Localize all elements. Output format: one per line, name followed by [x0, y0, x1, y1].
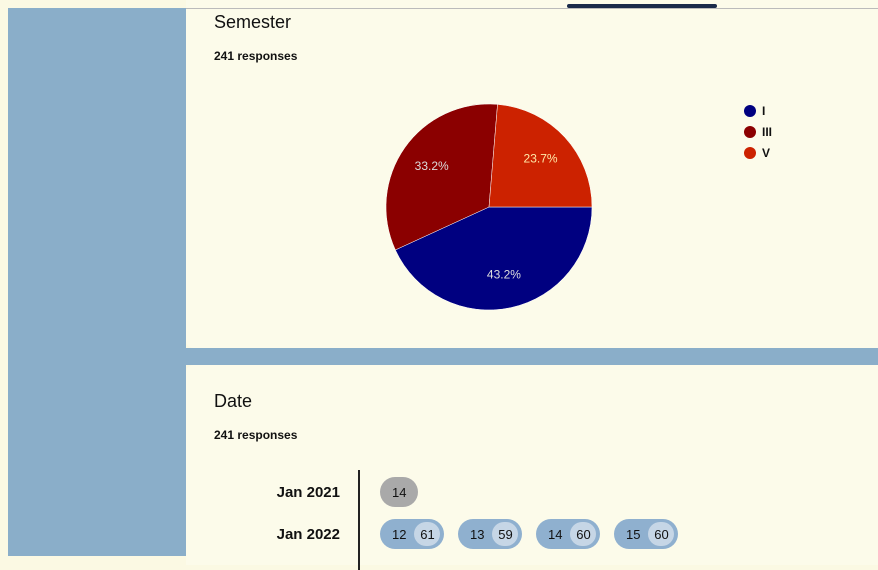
legend-swatch [744, 126, 756, 138]
chip-day: 14 [548, 527, 562, 542]
legend-label: I [762, 104, 765, 118]
response-count: 241 responses [214, 428, 297, 442]
row-label: Jan 2021 [186, 484, 340, 501]
slice-label: 43.2% [487, 268, 521, 282]
date-card: Date 241 responses Jan 2021 14 Jan 2022 12 6… [186, 365, 878, 565]
date-chip[interactable]: 12 61 [380, 519, 444, 549]
slice-label: 33.2% [415, 159, 449, 173]
date-chip[interactable]: 13 59 [458, 519, 522, 549]
date-chip[interactable]: 14 [380, 477, 418, 507]
chip-day: 14 [392, 485, 406, 500]
row-label: Jan 2022 [186, 526, 340, 543]
legend-swatch [744, 105, 756, 117]
legend-swatch [744, 147, 756, 159]
legend-label: V [762, 146, 770, 160]
slice-label: 23.7% [524, 152, 558, 166]
card-gap [186, 348, 878, 365]
chip-day: 12 [392, 527, 406, 542]
legend-label: III [762, 125, 772, 139]
chip-count: 60 [648, 522, 674, 546]
divider [358, 470, 360, 570]
chip-count: 60 [570, 522, 596, 546]
chip-day: 15 [626, 527, 640, 542]
chip-day: 13 [470, 527, 484, 542]
question-title: Date [214, 391, 252, 412]
date-chip[interactable]: 14 60 [536, 519, 600, 549]
chip-count: 59 [492, 522, 518, 546]
chip-count: 61 [414, 522, 440, 546]
page: Semester 241 responses Date 241 response… [0, 0, 878, 556]
